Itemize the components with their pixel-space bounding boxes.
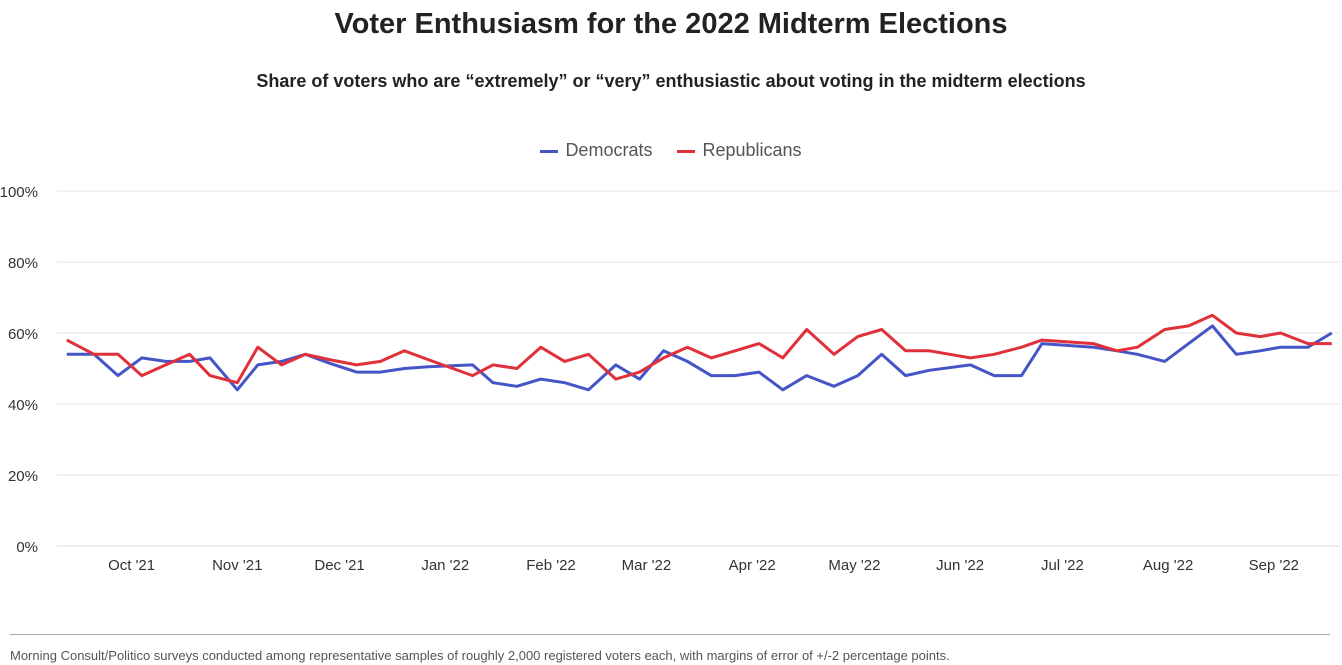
legend-swatch-democrats bbox=[540, 149, 559, 153]
legend-label: Republicans bbox=[702, 140, 802, 160]
chart-title: Voter Enthusiasm for the 2022 Midterm El… bbox=[334, 8, 1008, 40]
y-tick-label: 40% bbox=[8, 397, 38, 414]
x-tick-label: Nov '21 bbox=[212, 557, 262, 574]
y-tick-label: 20% bbox=[8, 468, 38, 485]
y-tick-label: 60% bbox=[8, 326, 38, 343]
source-note: Morning Consult/Politico surveys conduct… bbox=[10, 648, 950, 663]
chart-subtitle: Share of voters who are “extremely” or “… bbox=[256, 71, 1086, 91]
x-tick-label: Jun '22 bbox=[936, 557, 984, 574]
y-tick-label: 80% bbox=[8, 255, 38, 272]
x-tick-label: Oct '21 bbox=[108, 557, 155, 574]
series-line-republicans bbox=[66, 313, 1332, 385]
legend: Democrats Republicans bbox=[0, 140, 1342, 161]
legend-item-democrats[interactable]: Democrats bbox=[540, 140, 652, 161]
line-chart: 0% 20% 40% 60% 80% 100% Oct '21 Nov '21 Dec '21 J… bbox=[0, 184, 1340, 574]
x-tick-label: Apr '22 bbox=[729, 557, 776, 574]
x-tick-label: Feb '22 bbox=[526, 557, 576, 574]
x-tick-label: Aug '22 bbox=[1143, 557, 1193, 574]
legend-label: Democrats bbox=[565, 140, 653, 160]
x-tick-label: Sep '22 bbox=[1249, 557, 1299, 574]
legend-swatch-republicans bbox=[677, 149, 696, 153]
x-tick-label: Mar '22 bbox=[622, 557, 672, 574]
x-tick-label: Jan '22 bbox=[421, 557, 469, 574]
y-tick-label: 0% bbox=[16, 539, 38, 556]
x-tick-label: May '22 bbox=[828, 557, 880, 574]
series-line-democrats bbox=[66, 324, 1333, 392]
legend-item-republicans[interactable]: Republicans bbox=[677, 140, 802, 161]
x-tick-label: Jul '22 bbox=[1041, 557, 1084, 574]
x-tick-label: Dec '21 bbox=[314, 557, 364, 574]
y-tick-label: 100% bbox=[0, 184, 38, 201]
divider bbox=[10, 634, 1330, 635]
